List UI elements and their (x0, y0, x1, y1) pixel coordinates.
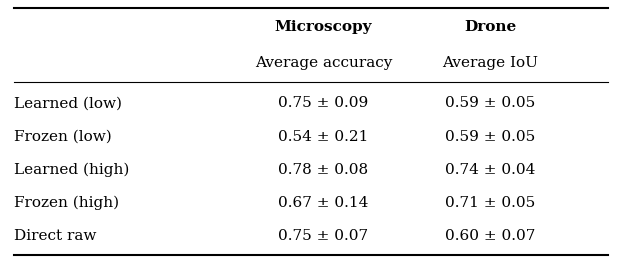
Text: 0.74 ± 0.04: 0.74 ± 0.04 (445, 163, 536, 177)
Text: 0.67 ± 0.14: 0.67 ± 0.14 (278, 196, 369, 210)
Text: 0.75 ± 0.07: 0.75 ± 0.07 (278, 229, 368, 243)
Text: 0.71 ± 0.05: 0.71 ± 0.05 (445, 196, 536, 210)
Text: Learned (low): Learned (low) (14, 96, 122, 110)
Text: Drone: Drone (465, 20, 517, 34)
Text: 0.78 ± 0.08: 0.78 ± 0.08 (278, 163, 368, 177)
Text: 0.75 ± 0.09: 0.75 ± 0.09 (278, 96, 368, 110)
Text: Learned (high): Learned (high) (14, 163, 129, 177)
Text: 0.59 ± 0.05: 0.59 ± 0.05 (445, 130, 536, 144)
Text: Frozen (low): Frozen (low) (14, 130, 111, 144)
Text: Frozen (high): Frozen (high) (14, 196, 119, 210)
Text: Microscopy: Microscopy (275, 20, 372, 34)
Text: 0.60 ± 0.07: 0.60 ± 0.07 (445, 229, 536, 243)
Text: Direct raw: Direct raw (14, 229, 96, 243)
Text: 0.59 ± 0.05: 0.59 ± 0.05 (445, 96, 536, 110)
Text: Average accuracy: Average accuracy (254, 56, 392, 70)
Text: 0.54 ± 0.21: 0.54 ± 0.21 (278, 130, 369, 144)
Text: Average IoU: Average IoU (443, 56, 539, 70)
